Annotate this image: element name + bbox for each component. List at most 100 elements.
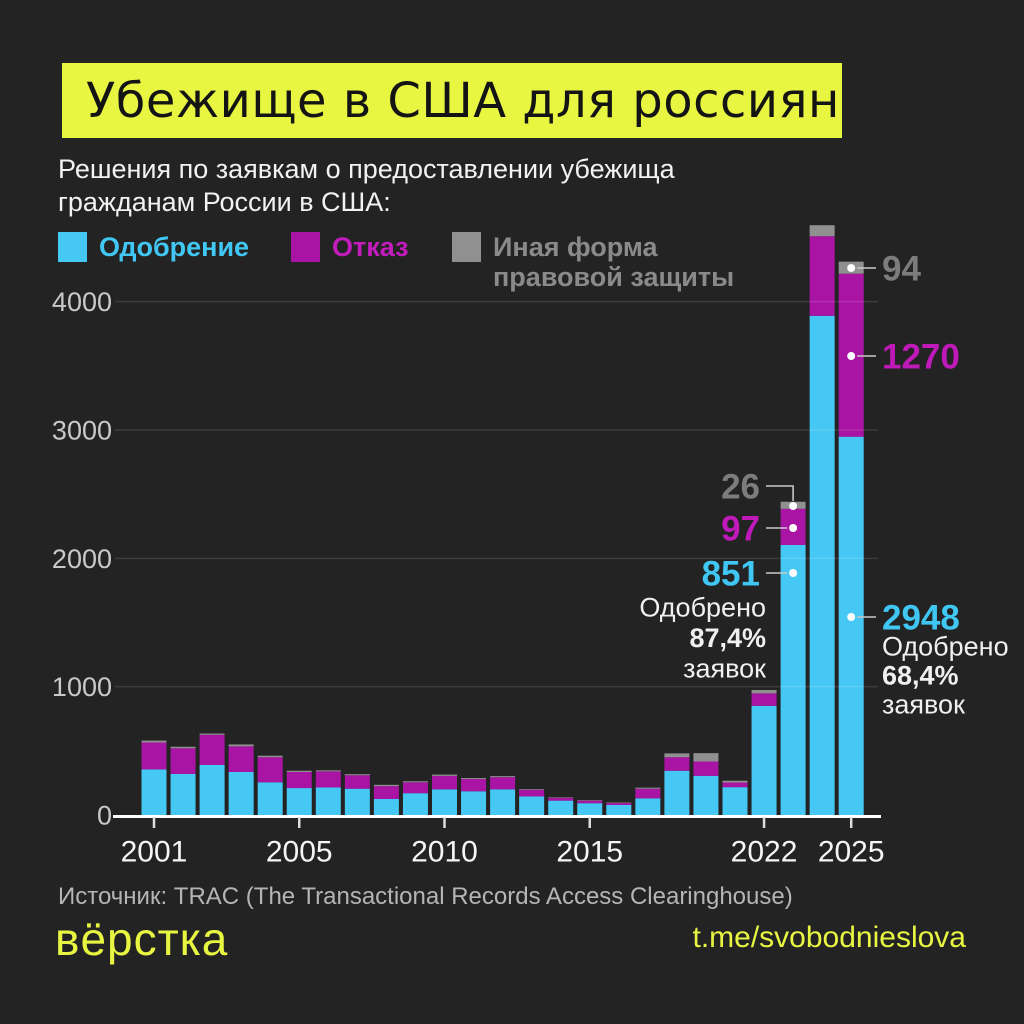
bar-2012 [461,778,487,815]
bar-segment-approved-2007 [315,787,341,815]
bar-segment-approved-2023 [780,544,806,815]
bar-segment-approved-2011 [432,789,457,815]
brand-logo: вёрстка [55,913,229,965]
bar-segment-other-2014 [519,789,545,790]
bar-2017 [606,802,632,815]
bar-segment-denied-2021 [722,782,748,788]
bar-segment-approved-2016 [577,803,603,815]
bar-2013 [490,776,516,815]
bar-segment-other-2011 [432,774,457,776]
title-box: Убежище в США для россиян [62,63,842,138]
dot-other-2022 [789,502,798,510]
x-axis-label-2005: 2005 [266,836,333,869]
legend-item-other: Иная форма правовой защиты [452,232,734,292]
bar-segment-denied-2024 [809,236,835,316]
legend-item-denied: Отказ [291,232,409,262]
callout-note-2022-0: Одобрено [639,592,766,622]
bar-segment-denied-2020 [693,761,719,776]
bar-2002 [170,746,196,815]
bar-2009 [373,784,399,815]
bar-2021 [722,780,748,815]
dot-other-2025 [847,264,856,272]
bar-segment-other-2019 [664,753,690,758]
bar-segment-other-2017 [606,802,632,804]
bar-segment-approved-2015 [548,800,574,815]
bar-segment-approved-2008 [344,788,370,815]
legend-swatch-other [452,232,481,262]
bar-segment-denied-2010 [402,782,428,794]
bar-segment-other-2021 [722,780,748,783]
bar-segment-other-2013 [490,776,516,778]
bar-segment-denied-2014 [519,789,545,797]
legend-item-approved: Одобрение [58,232,249,262]
bar-segment-approved-2001 [141,769,167,815]
legend-swatch-approved [58,232,87,262]
x-axis-label-2022: 2022 [731,836,798,869]
bar-segment-approved-2009 [373,798,399,815]
bar-segment-denied-2017 [606,803,632,805]
bar-segment-other-2016 [577,800,603,801]
bar-segment-approved-2024 [809,315,835,815]
callout-note-2025-2: заявок [882,689,965,719]
bar-segment-other-2022 [751,690,777,694]
bar-segment-approved-2003 [199,764,225,815]
bar-segment-denied-2019 [664,757,690,771]
bar-segment-denied-2004 [228,746,254,773]
bar-segment-other-2005 [257,755,283,758]
bar-segment-approved-2020 [693,775,719,815]
x-axis-label-2025: 2025 [818,836,885,869]
dot-denied-2025 [847,352,856,360]
bar-segment-other-2012 [461,778,487,780]
bar-2010 [402,781,428,815]
bar-2008 [344,774,370,815]
bar-segment-denied-2006 [286,772,312,789]
bar-2018 [635,787,661,815]
bar-2015 [548,797,574,815]
bar-segment-approved-2005 [257,782,283,815]
bar-segment-approved-2017 [606,804,632,815]
bar-segment-denied-2011 [432,775,457,790]
telegram-handle[interactable]: t.me/svobodnieslova [692,921,967,954]
bar-segment-approved-2010 [402,793,428,815]
bar-segment-other-2002 [170,746,196,749]
callout-note-2022-2: заявок [683,653,766,683]
bar-segment-other-2007 [315,770,341,772]
y-axis-label-4000: 4000 [52,287,112,317]
bar-segment-other-2003 [199,733,225,735]
bar-segment-denied-2005 [257,757,283,783]
bar-segment-other-2008 [344,774,370,776]
bar-segment-approved-2013 [490,789,516,815]
bar-2003 [199,733,225,815]
callout-approved-2025: 2948 [882,598,960,637]
bar-2001 [141,740,167,815]
bar-segment-approved-2025 [838,436,864,815]
legend-label-denied: Отказ [332,232,409,262]
bar-segment-approved-2019 [664,770,690,815]
bar-segment-denied-2003 [199,734,225,765]
bar-2011 [432,774,457,815]
leader-other-2022 [766,485,794,501]
y-axis-label-2000: 2000 [52,544,112,574]
bar-segment-approved-2021 [722,787,748,815]
bar-segment-denied-2018 [635,788,661,799]
bar-segment-other-2015 [548,797,574,798]
callout-other-2025: 94 [882,249,921,288]
bar-segment-denied-2009 [373,786,399,799]
y-axis-label-1000: 1000 [52,672,112,702]
bar-segment-other-2004 [228,744,254,747]
bar-2023 [780,501,806,815]
bar-segment-denied-2022 [751,693,777,706]
bar-segment-denied-2002 [170,748,196,774]
bar-2025 [838,261,864,815]
bar-segment-other-2018 [635,787,661,789]
x-axis-label-2001: 2001 [121,836,188,869]
bar-segment-other-2020 [693,753,719,762]
bar-segment-approved-2018 [635,798,661,815]
bar-segment-other-2010 [402,781,428,783]
bar-segment-approved-2012 [461,791,487,815]
bar-2005 [257,755,283,815]
callout-note-2025-0: Одобрено [882,631,1009,661]
legend-label-other: Иная форма правовой защиты [493,232,735,292]
source-note: Источник: TRAC (The Transactional Record… [58,883,793,910]
bar-2020 [693,753,719,815]
